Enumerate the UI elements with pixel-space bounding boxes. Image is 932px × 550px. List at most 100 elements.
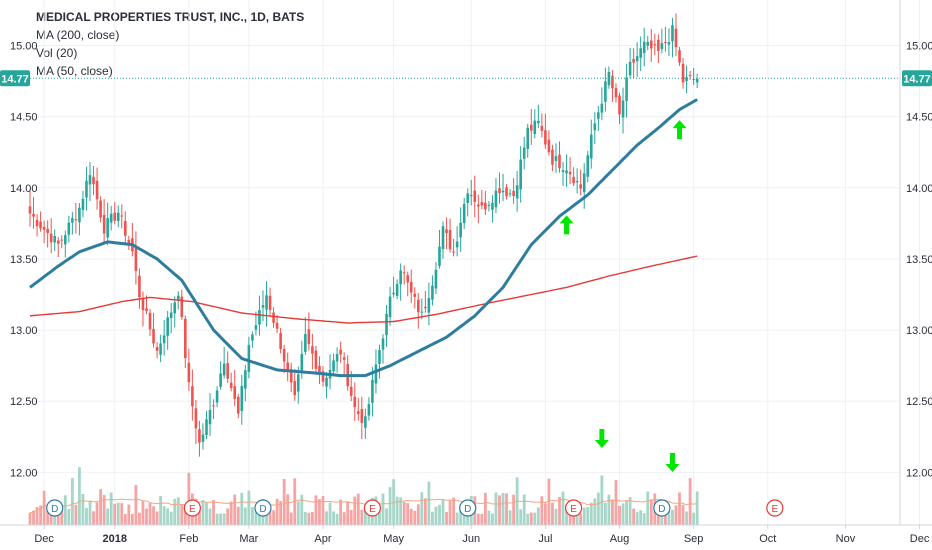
- volume-bar: [205, 502, 208, 525]
- dividend-marker[interactable]: [653, 499, 671, 517]
- volume-bar: [325, 511, 328, 525]
- candle-body: [166, 317, 169, 336]
- volume-bar: [543, 503, 547, 525]
- volume-bar: [49, 512, 53, 525]
- candle-body: [399, 270, 402, 285]
- candle-body: [438, 246, 441, 266]
- last-price-badge-right: [902, 70, 932, 87]
- volume-bar: [28, 512, 32, 525]
- earnings-marker[interactable]: [183, 499, 201, 517]
- volume-bar: [438, 504, 441, 525]
- volume-bar: [399, 497, 403, 525]
- x-tick-label: Jul: [538, 533, 552, 545]
- candle-body: [568, 171, 572, 175]
- volume-bar: [99, 489, 102, 525]
- candle-body: [385, 313, 388, 336]
- volume-bar: [138, 512, 141, 525]
- y-tick-label-right: 13.00: [906, 325, 932, 337]
- candle-body: [480, 202, 484, 206]
- volume-bar: [664, 513, 667, 525]
- volume-bar: [603, 502, 607, 525]
- candle-body: [628, 61, 632, 76]
- candle-body: [695, 78, 699, 83]
- volume-bar: [452, 497, 455, 525]
- volume-bar: [487, 510, 491, 525]
- dividend-marker[interactable]: [254, 499, 272, 517]
- marker-letter: E: [570, 504, 577, 515]
- candle-body: [678, 50, 681, 63]
- volume-bar: [166, 508, 170, 525]
- volume-bar: [349, 509, 353, 525]
- candle-body: [498, 188, 501, 194]
- volume-bar: [39, 505, 42, 525]
- symbol-title[interactable]: MEDICAL PROPERTIES TRUST, INC., 1D, BATS: [36, 10, 305, 24]
- volume-bar: [247, 490, 251, 525]
- volume-bar: [236, 506, 240, 525]
- candle-body: [191, 386, 194, 407]
- chart-legend: MEDICAL PROPERTIES TRUST, INC., 1D, BATS…: [36, 8, 304, 80]
- volume-bar: [600, 475, 604, 525]
- volume-bar: [589, 502, 593, 525]
- candle-body: [522, 147, 526, 159]
- candle-body: [342, 357, 346, 360]
- candle-body: [639, 48, 642, 58]
- volume-bar: [416, 504, 420, 525]
- candle-body: [187, 362, 191, 383]
- volume-bar: [113, 503, 117, 525]
- candle-body: [681, 63, 685, 83]
- candle-body: [374, 364, 378, 384]
- volume-bar: [346, 501, 350, 525]
- candle-body: [664, 41, 667, 43]
- y-tick-label-left: 14.50: [10, 112, 38, 124]
- volume-bar: [60, 509, 64, 525]
- volume-bar: [420, 492, 424, 525]
- candle-body: [251, 334, 254, 341]
- candle-body: [572, 176, 575, 184]
- volume-bar: [222, 513, 226, 525]
- volume-bar: [95, 502, 99, 525]
- y-tick-label-right: 12.00: [906, 467, 932, 479]
- volume-bar: [558, 496, 561, 525]
- earnings-marker[interactable]: [363, 499, 382, 517]
- candle-body: [660, 43, 664, 49]
- volume-bar: [529, 512, 533, 525]
- dividend-marker[interactable]: [46, 499, 64, 517]
- volume-bar: [67, 508, 71, 525]
- dividend-marker[interactable]: [459, 499, 477, 517]
- y-tick-label-left: 15.00: [10, 41, 38, 53]
- volume-bar: [406, 503, 410, 525]
- legend-ma200[interactable]: MA (200, close): [36, 28, 120, 42]
- candle-body: [554, 156, 558, 161]
- last-price-label: 14.77: [1, 73, 29, 85]
- earnings-marker[interactable]: [565, 499, 583, 517]
- volume-bar: [607, 494, 611, 525]
- last-price-label: 14.77: [903, 73, 931, 85]
- candle-body: [378, 350, 381, 364]
- volume-bar: [106, 508, 110, 525]
- candle-body: [611, 75, 614, 89]
- legend-ma50[interactable]: MA (50, close): [36, 64, 113, 78]
- candle-body: [39, 221, 42, 229]
- grid-lines: [30, 0, 921, 525]
- candle-body: [445, 229, 448, 234]
- candle-body: [649, 40, 653, 49]
- volume-bar: [554, 508, 558, 525]
- candle-body: [208, 409, 212, 425]
- volume-bar: [448, 500, 452, 525]
- ma50-line: [29, 98, 698, 378]
- candle-body: [88, 175, 92, 185]
- volume-bar: [445, 512, 448, 525]
- volume-bar: [279, 501, 283, 525]
- volume-bar: [692, 512, 696, 525]
- candle-body: [229, 382, 233, 389]
- candle-body: [145, 308, 148, 312]
- candle-body: [74, 219, 78, 221]
- candle-body: [222, 363, 226, 376]
- volume-bar: [243, 507, 247, 525]
- volume-bar: [671, 509, 674, 525]
- volume-bar: [522, 494, 526, 525]
- earnings-marker[interactable]: [766, 499, 784, 517]
- legend-vol[interactable]: Vol (20): [36, 46, 78, 60]
